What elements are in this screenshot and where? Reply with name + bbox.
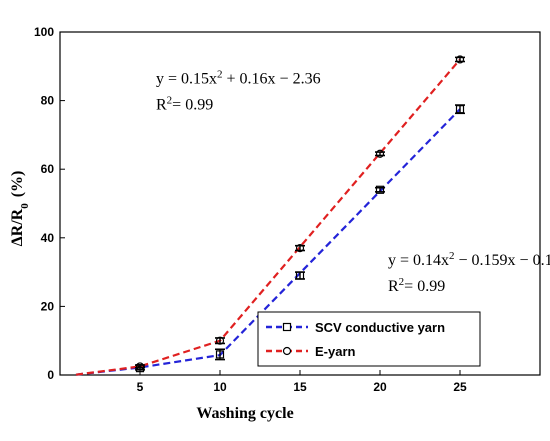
series-1 — [75, 104, 465, 376]
data-point — [375, 149, 385, 158]
legend: SCV conductive yarn E-yarn — [257, 311, 481, 367]
y-axis-title-unit: (%) — [9, 171, 26, 198]
legend-item-2: E-yarn — [266, 344, 356, 359]
fit-equation-1: y = 0.15x2 + 0.16x − 2.36 — [156, 68, 321, 87]
y-tick-label: 20 — [41, 299, 55, 313]
equation-text: y = 0.15x — [156, 70, 217, 87]
fit-r-squared-2: R2= 0.99 — [388, 276, 445, 295]
equation-exponent: 2 — [449, 250, 455, 262]
data-point — [295, 243, 305, 253]
legend-marker — [282, 322, 292, 332]
legend-label: E-yarn — [315, 344, 356, 359]
fit-equation-2: y = 0.14x2 − 0.159x − 0.134 — [388, 250, 550, 269]
y-tick-label: 0 — [47, 368, 54, 382]
y-tick-label: 80 — [41, 94, 55, 108]
series-2 — [75, 55, 465, 376]
equation-text: y = 0.14x — [388, 252, 449, 269]
series-line — [75, 58, 461, 376]
legend-label: SCV conductive yarn — [315, 320, 445, 335]
equation-exponent: 2 — [217, 68, 223, 80]
series-layer — [75, 55, 465, 376]
x-tick-label: 15 — [293, 380, 307, 394]
y-tick-label: 100 — [34, 25, 54, 39]
series-line — [75, 108, 461, 376]
data-point — [455, 55, 465, 64]
fit-r-squared-1: R2= 0.99 — [156, 94, 213, 113]
y-axis-title-main: ΔR/R — [9, 208, 26, 246]
x-tick-label: 20 — [373, 380, 387, 394]
legend-box — [257, 311, 481, 367]
legend-marker — [282, 346, 292, 356]
data-point — [455, 105, 465, 114]
x-tick-label: 5 — [137, 380, 144, 394]
data-point — [215, 350, 225, 359]
y-axis-title-sub: 0 — [19, 203, 31, 209]
r2-text: = 0.99 — [404, 278, 445, 295]
x-tick-label: 25 — [453, 380, 467, 394]
equation-text: + 0.16x − 2.36 — [223, 70, 321, 87]
data-point — [295, 271, 305, 280]
legend-item-1: SCV conductive yarn — [266, 320, 445, 335]
equation-text: − 0.159x − 0.134 — [455, 252, 550, 269]
r2-text: = 0.99 — [172, 96, 213, 113]
x-tick-label: 10 — [213, 380, 227, 394]
data-point — [135, 362, 145, 371]
r2-exponent: 2 — [167, 94, 173, 106]
r2-exponent: 2 — [399, 276, 405, 288]
y-tick-label: 60 — [41, 162, 55, 176]
data-point — [215, 336, 225, 345]
x-axis-title: Washing cycle — [196, 405, 293, 422]
y-tick-label: 40 — [41, 231, 55, 245]
y-axis-title: ΔR/R0 (%) — [9, 171, 31, 247]
data-point — [375, 185, 385, 194]
r2-text: R — [388, 278, 399, 295]
r2-text: R — [156, 96, 167, 113]
